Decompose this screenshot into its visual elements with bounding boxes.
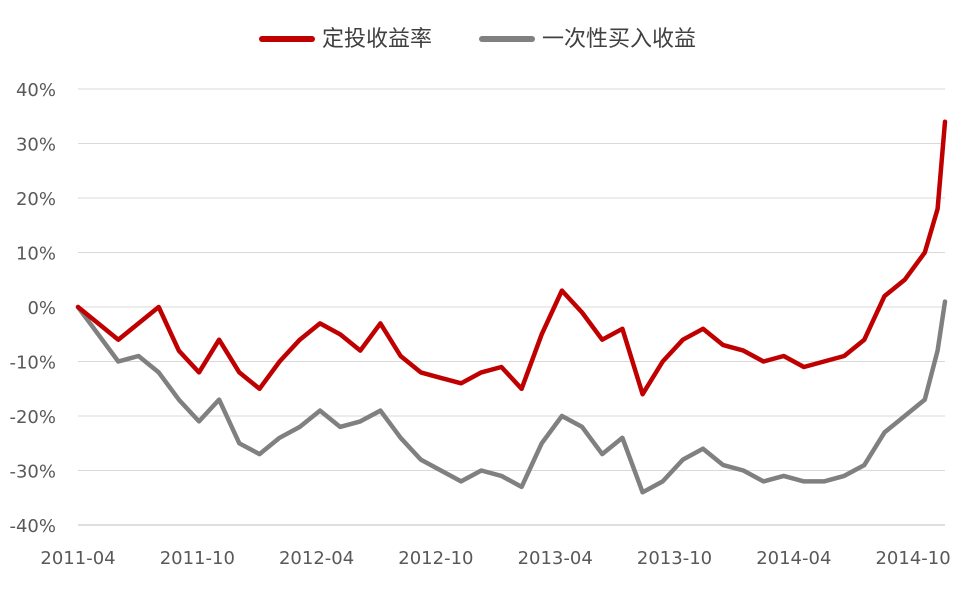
x-tick-label: 2013-04	[518, 548, 593, 569]
y-tick-label: -20%	[9, 407, 56, 428]
y-tick-label: 40%	[16, 80, 56, 101]
y-axis: -40% -30% -20% -10% 0% 10% 20% 30% 40%	[9, 80, 56, 537]
y-tick-label: -10%	[9, 353, 56, 374]
x-tick-label: 2011-10	[160, 548, 235, 569]
series-line-2	[75, 299, 948, 495]
y-tick-label: -40%	[9, 516, 56, 537]
x-axis: 2011-04 2011-10 2012-04 2012-10 2013-04 2013-…	[40, 548, 950, 569]
series-layer	[75, 119, 948, 495]
x-tick-label: 2012-10	[398, 548, 473, 569]
gridlines	[78, 88, 945, 526]
x-tick-label: 2014-04	[756, 548, 831, 569]
x-tick-label: 2012-04	[279, 548, 354, 569]
x-tick-label: 2013-10	[637, 548, 712, 569]
x-tick-label: 2011-04	[40, 548, 115, 569]
y-tick-label: 0%	[27, 298, 56, 319]
y-tick-label: 30%	[16, 135, 56, 156]
legend-label-series-1: 定投收益率	[322, 27, 432, 52]
y-tick-label: -30%	[9, 462, 56, 483]
series-line-1	[75, 119, 948, 397]
y-tick-label: 20%	[16, 189, 56, 210]
x-tick-label: 2014-10	[875, 548, 950, 569]
legend-label-series-2: 一次性买入收益	[542, 27, 696, 52]
y-tick-label: 10%	[16, 244, 56, 265]
legend: 定投收益率 一次性买入收益	[259, 27, 696, 52]
